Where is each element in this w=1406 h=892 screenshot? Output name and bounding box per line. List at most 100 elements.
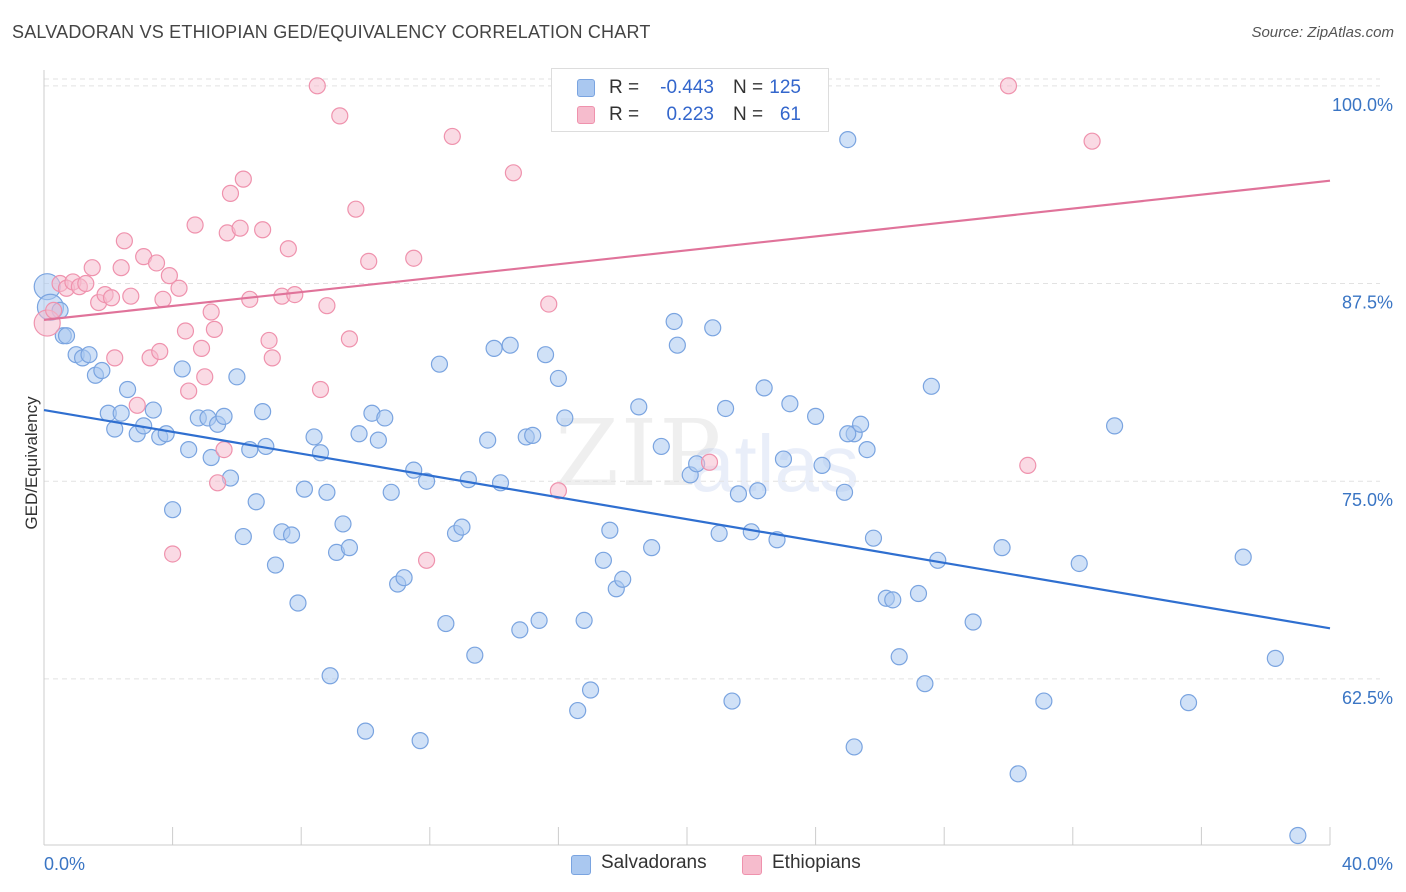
salvadoran-point: [417, 472, 436, 490]
pink-square-icon: [742, 855, 762, 875]
salvadoran-point: [601, 521, 619, 539]
legend-n-value: 125: [769, 77, 801, 98]
ethiopian-point: [221, 184, 240, 202]
salvadoran-point: [202, 448, 220, 467]
salvadoran-point: [305, 428, 323, 446]
salvadoran-point: [845, 738, 863, 756]
salvadoran-point: [334, 515, 352, 533]
salvadoran-point: [173, 360, 191, 378]
ethiopian-point: [154, 290, 172, 308]
ethiopian-point: [106, 349, 124, 367]
data-points: [33, 77, 1307, 845]
salvadoran-point: [266, 556, 285, 574]
salvadoran-point: [536, 346, 555, 364]
ethiopian-point: [417, 551, 436, 569]
ethiopian-point: [360, 252, 378, 270]
salvadoran-point: [1289, 826, 1307, 845]
ethiopian-point: [205, 320, 223, 338]
ethiopian-point: [331, 107, 349, 125]
ethiopian-point: [999, 77, 1018, 95]
salvadoran-point: [594, 551, 613, 569]
correlation-legend: R = -0.443 N = 125 R = 0.223 N = 61: [551, 68, 829, 132]
salvadoran-point: [884, 591, 902, 609]
salvadoran-point: [112, 404, 130, 422]
salvadoran-point: [437, 614, 455, 633]
salvadoran-point: [376, 409, 394, 427]
salvadoran-point: [350, 425, 368, 443]
salvadoran-point: [1035, 692, 1053, 710]
salvadoran-point: [430, 355, 449, 373]
chart-source: Source: ZipAtlas.com: [1251, 24, 1394, 41]
salvadoran-point: [549, 369, 568, 388]
x-tick-label: 0.0%: [44, 854, 85, 874]
ethiopian-point: [347, 200, 365, 218]
y-tick-label: 62.5%: [1342, 688, 1393, 708]
salvadoran-point: [321, 667, 339, 685]
ethiopian-point: [549, 482, 568, 500]
salvadoran-point: [459, 471, 477, 489]
salvadoran-point: [964, 613, 982, 631]
ethiopian-point: [263, 349, 281, 367]
salvadoran-point: [1266, 649, 1284, 667]
ethiopian-point: [700, 453, 719, 471]
salvadoran-point: [755, 379, 773, 397]
salvadoran-point: [530, 611, 548, 630]
salvadoran-point: [749, 482, 767, 500]
ethiopian-point: [254, 221, 272, 239]
salvadoran-point: [835, 483, 854, 501]
legend-r-label: R =: [609, 77, 640, 98]
y-axis-title: GED/Equivalency: [22, 396, 41, 530]
salvadoran-point: [118, 380, 137, 399]
salvadoran-point: [781, 395, 799, 413]
salvadoran-point: [369, 431, 387, 449]
salvadoran-point: [485, 339, 503, 357]
ethiopian-point: [102, 289, 121, 307]
salvadoran-point: [716, 399, 735, 418]
salvadoran-point: [1105, 417, 1124, 435]
salvadoran-point: [575, 611, 593, 630]
ethiopian-point: [260, 331, 278, 350]
salvadoran-point: [395, 569, 413, 587]
salvadoran-point: [466, 646, 484, 664]
salvadoran-point: [228, 368, 246, 386]
trend-lines: [43, 179, 1331, 630]
salvadoran-point: [852, 415, 870, 433]
salvadoran-point: [289, 594, 307, 612]
salvadoran-point: [164, 501, 182, 519]
ethiopian-point: [45, 301, 63, 320]
ethiopian-point: [215, 440, 233, 459]
salvadoran-point: [234, 527, 252, 546]
ethiopian-point: [311, 380, 330, 399]
salvadoran-point: [813, 456, 831, 475]
y-tick-label: 100.0%: [1332, 95, 1393, 115]
ethiopian-point: [202, 303, 220, 321]
salvadoran-point: [723, 692, 741, 710]
watermark-zip: ZIP: [555, 400, 724, 507]
salvadoran-point: [405, 461, 423, 479]
salvadoran-point: [511, 621, 529, 639]
ethiopian-point: [176, 322, 195, 340]
salvadoran-point: [916, 675, 934, 693]
legend-r-value: -0.443: [660, 77, 714, 98]
legend-row-ethiopians: R = 0.223 N = 61: [552, 101, 828, 127]
salvadoran-point: [864, 529, 883, 547]
ethiopian-point: [504, 164, 522, 182]
chart-title: SALVADORAN VS ETHIOPIAN GED/EQUIVALENCY …: [12, 22, 651, 42]
legend-n-label: N =: [733, 77, 764, 98]
salvadoran-point: [839, 425, 857, 443]
salvadoran-point: [614, 570, 632, 588]
salvadoran-point: [1234, 548, 1252, 566]
ethiopian-point: [180, 382, 198, 400]
salvadoran-point: [80, 346, 98, 364]
ethiopian-point: [308, 77, 326, 95]
ethiopian-point: [443, 127, 461, 146]
salvadoran-point: [382, 483, 400, 501]
salvadoran-point: [215, 407, 233, 425]
legend-n-label: N =: [733, 104, 764, 125]
ethiopian-point: [77, 274, 95, 293]
ethiopian-point: [115, 232, 133, 250]
salvadoran-point: [411, 732, 429, 750]
salvadoran-point: [665, 312, 683, 331]
salvadoran-point: [806, 407, 825, 425]
ethiopian-point: [340, 330, 359, 348]
